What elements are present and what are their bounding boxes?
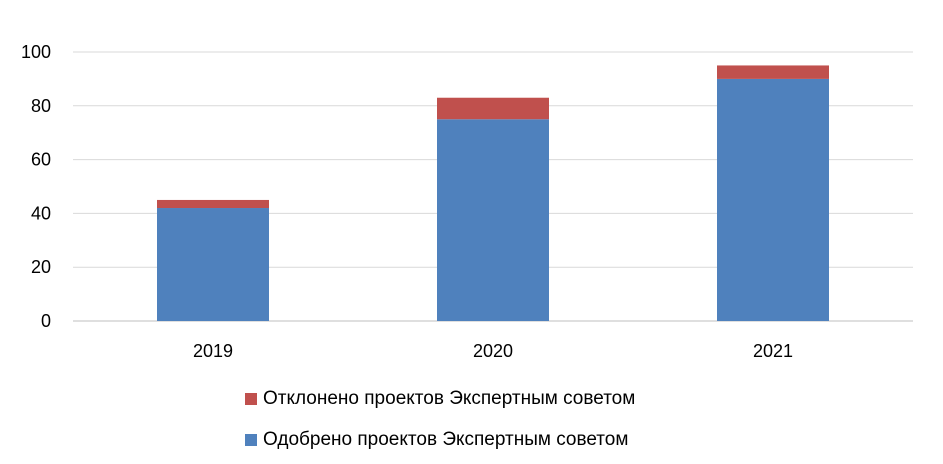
y-tick-label: 40 bbox=[31, 203, 51, 223]
legend-label-rejected: Отклонено проектов Экспертным советом bbox=[263, 388, 636, 409]
bar-approved-2021 bbox=[717, 78, 829, 322]
bar-rejected-2020 bbox=[437, 97, 549, 120]
legend-item-rejected: Отклонено проектов Экспертным советом bbox=[245, 388, 635, 410]
bar-rejected-2021 bbox=[717, 65, 829, 79]
y-tick-label: 60 bbox=[31, 150, 51, 170]
y-tick-label: 20 bbox=[31, 257, 51, 277]
bar-approved-2020 bbox=[437, 119, 549, 321]
y-tick-label: 0 bbox=[41, 311, 51, 331]
x-tick-label: 2020 bbox=[473, 341, 513, 361]
y-tick-label: 100 bbox=[21, 42, 51, 62]
x-tick-label: 2019 bbox=[193, 341, 233, 361]
bar-rejected-2019 bbox=[157, 199, 269, 209]
bar-approved-2019 bbox=[157, 208, 269, 321]
legend-swatch-rejected bbox=[245, 393, 257, 405]
legend-swatch-approved bbox=[245, 434, 257, 446]
legend-label-approved: Одобрено проектов Экспертным советом bbox=[263, 429, 629, 450]
legend-item-approved: Одобрено проектов Экспертным советом bbox=[245, 429, 628, 451]
stacked-bar-chart: 0 20 40 60 80 100 2019 2020 2021 bbox=[21, 42, 913, 361]
x-tick-label: 2021 bbox=[753, 341, 793, 361]
y-tick-label: 80 bbox=[31, 96, 51, 116]
